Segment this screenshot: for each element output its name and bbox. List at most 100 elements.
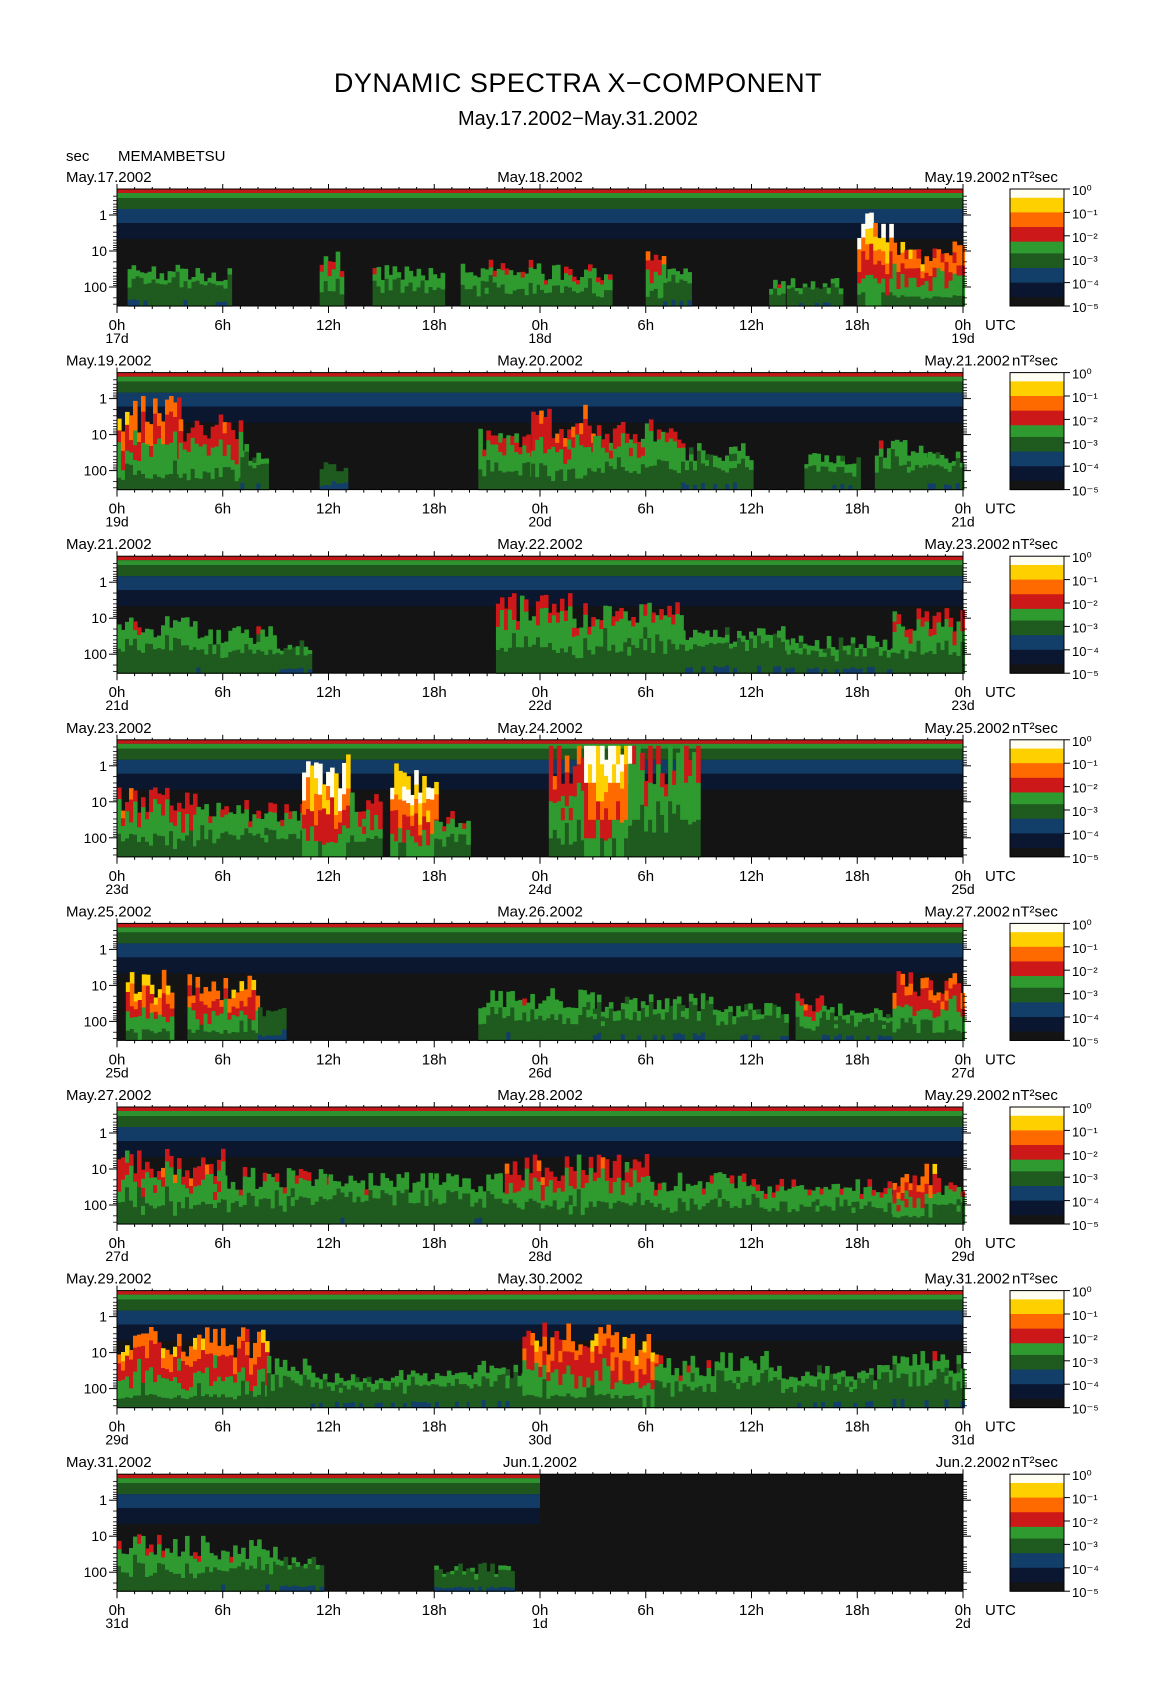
spectrum-cell — [231, 998, 237, 1008]
spectrum-cell — [603, 661, 608, 674]
spectrum-cell — [422, 789, 427, 804]
spectrum-cell — [900, 241, 906, 254]
spectrum-cell — [149, 800, 154, 813]
spectrum-cell — [362, 834, 367, 843]
spectrum-cell — [153, 444, 158, 460]
spectrum-cell — [177, 847, 182, 858]
spectrum-cell — [773, 633, 778, 641]
spectrum-cell — [499, 622, 505, 636]
spectrum-cell — [296, 832, 301, 840]
spectrum-cell — [204, 830, 209, 840]
spectrum-cell — [490, 998, 495, 1008]
spectrum-cell — [649, 260, 655, 269]
spectrum-cell — [671, 614, 676, 626]
spectrum-cell — [137, 819, 142, 828]
colorbar-tick-label: 10⁻⁴ — [1072, 827, 1099, 842]
spectrum-cell — [244, 809, 249, 820]
spectrum-cell — [548, 745, 554, 765]
spectrum-cell — [568, 281, 573, 289]
spectrogram-band — [117, 773, 963, 790]
spectrum-cell — [660, 479, 666, 491]
spectrum-cell — [668, 801, 673, 821]
colorbar-cell — [1010, 638, 1064, 642]
spectrum-cell — [149, 984, 155, 995]
spectrum-cell — [230, 449, 236, 461]
spectrum-cell — [931, 465, 937, 473]
spectrum-cell — [171, 271, 177, 278]
spectrum-cell — [195, 1019, 201, 1031]
spectrum-cell — [705, 477, 710, 485]
spectrum-cell — [534, 1024, 539, 1031]
spectrum-cell — [243, 1014, 249, 1025]
panel-end-date: May.23.2002 — [924, 536, 1010, 553]
spectrum-cell — [137, 461, 142, 472]
spectrum-cell — [844, 481, 849, 487]
spectrum-cell — [689, 447, 694, 455]
spectrum-cell — [608, 1002, 614, 1010]
spectrum-cell — [430, 833, 435, 846]
spectrum-cell — [200, 817, 205, 826]
spectrogram-band — [117, 556, 963, 561]
spectrum-cell — [511, 633, 517, 648]
spectrum-cell — [564, 772, 570, 790]
spectrum-cell — [627, 620, 632, 630]
spectrum-panel: May.19.2002 May.20.2002 May.21.20021101000… — [66, 353, 1099, 530]
spectrum-cell — [512, 280, 518, 287]
spectrum-cell — [600, 301, 605, 307]
spectrum-cell — [709, 655, 714, 662]
spectrum-cell — [656, 439, 662, 451]
spectrum-cell — [624, 1033, 630, 1041]
spectrum-cell — [717, 457, 722, 464]
spectrum-cell — [616, 457, 622, 469]
spectrum-cell — [692, 804, 697, 823]
spectrum-cell — [920, 617, 926, 628]
x-tick-label: 18h — [845, 317, 870, 334]
spectrum-cell — [856, 457, 861, 464]
spectrum-cell — [820, 461, 825, 467]
spectrum-cell — [331, 269, 337, 278]
spectrum-cell — [820, 466, 825, 472]
spectrum-cell — [219, 301, 225, 307]
spectrum-cell — [396, 294, 402, 301]
spectrum-cell — [765, 666, 770, 674]
spectrum-cell — [940, 262, 946, 272]
spectrum-cell — [940, 649, 946, 659]
spectrum-cell — [844, 472, 849, 478]
spectrum-cell — [169, 814, 174, 824]
spectrum-cell — [608, 284, 613, 291]
spectrum-cell — [153, 474, 158, 491]
colorbar-cell — [1010, 303, 1064, 307]
spectrum-cell — [854, 647, 860, 653]
spectrum-cell — [858, 649, 864, 655]
spectrum-cell — [275, 665, 281, 670]
spectrum-cell — [603, 628, 608, 641]
spectrum-cell — [548, 801, 554, 821]
spectrum-cell — [418, 835, 423, 847]
spectrum-cell — [468, 277, 474, 285]
spectrum-cell — [244, 658, 249, 667]
spectrum-cell — [335, 287, 341, 298]
spectrum-cell — [576, 292, 581, 298]
spectrum-cell — [227, 299, 233, 307]
spectrum-cell — [145, 849, 150, 858]
spectrum-cell — [434, 820, 439, 828]
spectrum-cell — [502, 1023, 507, 1030]
spectrum-cell — [692, 786, 697, 806]
spectrum-cell — [187, 1018, 193, 1030]
spectrum-cell — [129, 427, 134, 441]
spectrum-cell — [842, 664, 848, 670]
spectrum-cell — [543, 620, 549, 635]
spectrum-cell — [236, 822, 241, 832]
spectrum-cell — [564, 279, 569, 287]
spectrum-cell — [869, 274, 874, 292]
spectrum-cell — [187, 279, 193, 285]
spectrum-cell — [948, 289, 954, 299]
spectrum-cell — [527, 664, 533, 674]
spectrum-cell — [507, 635, 513, 649]
spectrum-cell — [218, 439, 224, 453]
spectrum-cell — [749, 479, 754, 486]
spectrum-cell — [354, 811, 359, 820]
spectrum-cell — [554, 1013, 559, 1021]
spectrum-cell — [552, 776, 558, 791]
spectrum-cell — [222, 422, 228, 434]
